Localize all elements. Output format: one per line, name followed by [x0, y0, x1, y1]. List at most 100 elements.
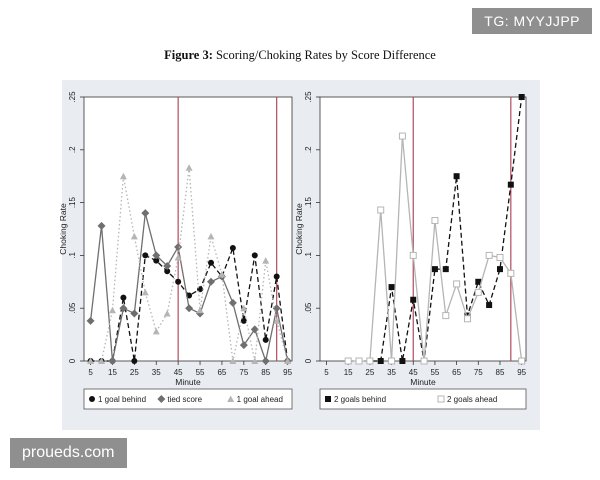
data-point-2-goals-ahead [453, 280, 461, 288]
x-tick-label: 5 [324, 368, 329, 377]
data-point-1-goal-behind [164, 268, 171, 275]
x-tick-label: 25 [365, 368, 374, 377]
x-tick-label: 5 [88, 368, 93, 377]
x-tick-label: 25 [130, 368, 139, 377]
data-point-1-goal-ahead [152, 327, 160, 335]
data-point-1-goal-behind [273, 273, 280, 280]
x-tick-label: 85 [496, 368, 505, 377]
data-point-tied-score [108, 357, 117, 365]
x-tick-label: 65 [452, 368, 461, 377]
data-point-tied-score [119, 304, 128, 313]
data-point-tied-score [239, 341, 248, 350]
data-point-1-goal-ahead [196, 306, 204, 314]
data-point-2-goals-behind [388, 284, 395, 291]
panel-left: 5 15 25 35 45 55 65 75 85 95 0 .05 .1 .15 .2 .25 Minute C… [58, 91, 293, 410]
x-tick-label: 95 [283, 368, 292, 377]
data-point-1-goal-behind [229, 245, 236, 252]
data-point-1-goal-behind [240, 317, 247, 324]
data-point-2-goals-behind [518, 94, 525, 100]
data-point-1-goal-behind [142, 252, 149, 259]
data-point-1-goal-behind [207, 259, 214, 266]
data-point-2-goals-behind [496, 266, 503, 273]
data-point-2-goals-ahead [398, 132, 406, 140]
data-point-2-goals-behind [377, 358, 384, 364]
x-tick-label: 65 [217, 368, 226, 377]
data-point-2-goals-ahead [377, 206, 385, 214]
x-tick-label: 95 [517, 368, 526, 377]
data-point-1-goal-ahead [207, 232, 215, 240]
data-point-2-goals-ahead [431, 217, 439, 225]
data-point-2-goals-behind [507, 181, 514, 188]
data-point-1-goal-ahead [87, 357, 95, 364]
data-point-1-goal-behind [131, 358, 138, 364]
data-point-2-goals-behind [475, 278, 482, 285]
data-point-1-goal-ahead [273, 317, 281, 324]
y-tick-label: .25 [68, 91, 77, 103]
figure-label: Figure 3: [164, 48, 213, 62]
legend-marker-2-goals-behind [325, 396, 331, 402]
x-tick-label: 35 [387, 368, 396, 377]
y-tick-label: .2 [304, 146, 313, 153]
data-point-tied-score [250, 325, 259, 334]
data-point-2-goals-behind [442, 266, 449, 273]
data-point-2-goals-ahead [463, 315, 471, 323]
x-tick-label: 55 [196, 368, 205, 377]
data-point-1-goal-behind [251, 252, 258, 259]
data-point-1-goal-ahead [229, 357, 237, 364]
data-point-2-goals-behind [410, 296, 417, 303]
data-point-2-goals-behind [431, 266, 438, 273]
data-point-tied-score [130, 309, 139, 318]
legend-marker-1-goal-behind [89, 396, 95, 402]
legend-label-tied-score: tied score [167, 395, 202, 404]
data-point-2-goals-ahead [388, 357, 396, 365]
legend-marker-2-goals-ahead [437, 395, 445, 403]
data-point-2-goals-behind [453, 173, 460, 180]
data-point-1-goal-ahead [218, 270, 226, 278]
data-point-1-goal-ahead [119, 172, 127, 180]
data-point-tied-score [141, 209, 150, 218]
data-point-2-goals-ahead [485, 251, 493, 259]
legend-marker-tied-score [157, 395, 166, 403]
data-point-1-goal-ahead [185, 164, 193, 171]
data-point-tied-score [174, 242, 183, 251]
x-axis-label: Minute [175, 377, 201, 387]
y-tick-label: 0 [304, 358, 313, 363]
x-tick-label: 15 [344, 368, 353, 377]
legend [319, 388, 527, 410]
legend [83, 388, 293, 410]
plot-area [83, 96, 293, 362]
y-axis-label: Choking Rate [58, 203, 68, 255]
legend-label-2-goals-ahead: 2 goals ahead [447, 395, 497, 404]
y-tick-label: .1 [304, 252, 313, 259]
legend-marker-1-goal-ahead [227, 395, 235, 402]
data-point-1-goal-ahead [141, 288, 149, 296]
legend-label-1-goal-behind: 1 goal behind [98, 395, 146, 404]
x-tick-label: 55 [430, 368, 439, 377]
data-point-2-goals-ahead [420, 357, 428, 365]
plot-area [319, 96, 527, 362]
figure-title: Figure 3: Scoring/Choking Rates by Score… [0, 48, 600, 63]
data-point-tied-score [97, 221, 106, 230]
data-point-2-goals-behind [486, 302, 493, 309]
data-point-tied-score [86, 316, 95, 325]
y-tick-label: 0 [68, 358, 77, 363]
data-point-tied-score [261, 357, 270, 365]
data-point-1-goal-ahead [130, 232, 138, 240]
x-tick-label: 45 [409, 368, 418, 377]
watermark-top-right: TG: MYYJJPP [472, 8, 592, 34]
x-tick-label: 75 [239, 368, 248, 377]
x-tick-label: 45 [174, 368, 183, 377]
watermark-bottom-left: proueds.com [10, 438, 127, 468]
data-point-2-goals-ahead [344, 357, 352, 365]
x-tick-label: 35 [152, 368, 161, 377]
data-point-tied-score [152, 251, 161, 260]
data-point-2-goals-ahead [442, 312, 450, 320]
data-point-1-goal-behind [262, 336, 269, 343]
data-point-1-goal-ahead [108, 306, 116, 314]
y-tick-label: .05 [68, 302, 77, 314]
data-point-2-goals-ahead [409, 251, 417, 259]
x-tick-label: 15 [108, 368, 117, 377]
data-point-1-goal-behind [120, 294, 127, 301]
y-tick-label: .1 [68, 252, 77, 259]
